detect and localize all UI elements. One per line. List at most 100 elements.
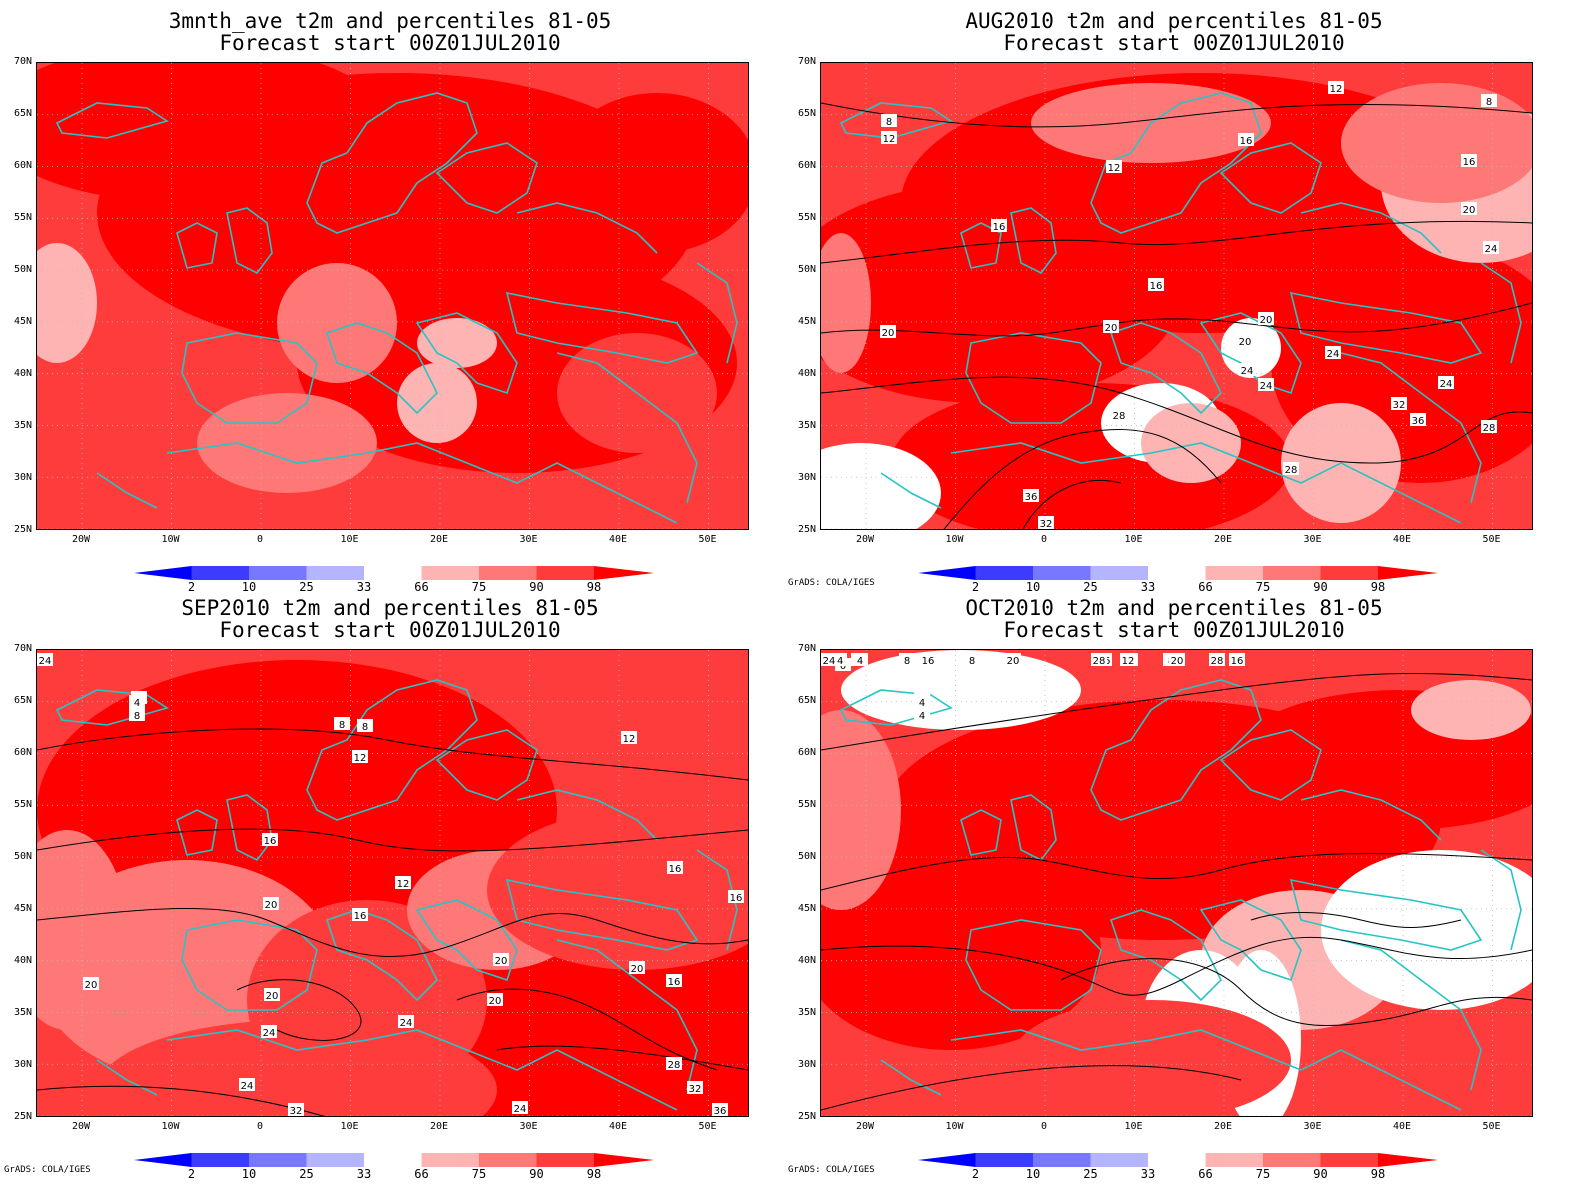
svg-text:16: 16 [730, 893, 743, 904]
lat-tick-label: 50N [797, 851, 816, 862]
panel-subtitle: Forecast start 00Z01JUL2010 [219, 31, 561, 55]
lon-tick-label: 0 [256, 534, 264, 545]
shaded-region [1341, 83, 1532, 203]
colorbar-swatches [918, 1153, 1438, 1167]
lat-tick-label: 55N [13, 212, 32, 223]
grads-credit: GrADS: COLA/IGES [788, 578, 875, 588]
shaded-region [397, 363, 477, 443]
contour-label: 8 [964, 653, 980, 667]
coastline [325, 322, 438, 415]
colorbar-swatches [918, 566, 1438, 580]
map-plot [36, 62, 749, 530]
svg-text:0: 0 [840, 661, 846, 672]
contour-line [37, 828, 748, 852]
colorbar: 2 10 25 33 66 75 90 98 [134, 566, 654, 594]
colorbar-label: 66 [1198, 1167, 1213, 1181]
contour-line [943, 429, 1222, 529]
svg-text:8: 8 [1486, 97, 1492, 108]
contour-label: 16 [1461, 154, 1477, 168]
coastline [505, 878, 699, 951]
svg-text:20: 20 [1239, 337, 1252, 348]
lat-tick-label: 45N [797, 316, 816, 327]
contour-line [456, 988, 718, 1071]
colorbar-swatches [134, 566, 654, 580]
colorbar-swatch [1090, 1153, 1148, 1167]
shaded-region [821, 443, 941, 529]
contour-label: 32 [288, 1103, 304, 1116]
contour-label: 28 [1481, 420, 1497, 434]
colorbar-label: 75 [1255, 1167, 1271, 1181]
svg-text:20: 20 [266, 991, 279, 1002]
lat-tick-label: 70N [13, 643, 32, 654]
coastline [1090, 92, 1262, 234]
svg-text:8: 8 [339, 720, 345, 731]
coastline [1480, 262, 1522, 364]
svg-text:24: 24 [514, 1104, 527, 1115]
panel-title: OCT2010 t2m and percentiles 81-05 [965, 596, 1383, 620]
lon-tick-label: 10E [1124, 1121, 1143, 1132]
colorbar-label: 2 [187, 1167, 196, 1181]
svg-text:20: 20 [1463, 205, 1476, 216]
colorbar: 2 10 25 33 66 75 90 98 [918, 1153, 1438, 1181]
colorbar-swatch [1148, 1153, 1206, 1167]
contour-label: 16 [1148, 278, 1164, 292]
svg-text:20: 20 [489, 996, 502, 1007]
colorbar-label: 98 [586, 580, 602, 594]
contour-label: 20 [493, 953, 509, 967]
lon-tick-label: 30E [519, 534, 538, 545]
svg-text:28: 28 [1093, 656, 1106, 667]
coastline [325, 909, 438, 1002]
contour-line [821, 376, 1532, 464]
map-canvas: 12 8 12 16 16 12 8 16 20 24 16 20 20 20 20 24 24 24 24 28 32… [821, 63, 1532, 529]
svg-text:16: 16 [264, 836, 277, 847]
coastline [1300, 789, 1442, 841]
colorbar-swatch [536, 1153, 594, 1167]
contour-label: 24 [512, 1101, 528, 1115]
lon-tick-label: 20E [1213, 1121, 1233, 1132]
coastline [435, 729, 538, 801]
svg-text:8: 8 [362, 722, 368, 733]
lon-tick-label: 10E [1124, 534, 1143, 545]
lat-tick-label: 30N [797, 1059, 816, 1070]
panel-title: AUG2010 t2m and percentiles 81-05 [965, 9, 1383, 33]
lat-tick-label: 40N [797, 955, 816, 966]
lat-tick-label: 60N [13, 160, 32, 171]
shaded-region [417, 318, 497, 368]
coastline [1300, 202, 1442, 254]
svg-text:28: 28 [1483, 423, 1496, 434]
shaded-region [821, 183, 1181, 403]
lon-tick-label: 10W [945, 1121, 964, 1132]
contour-label: 16 [920, 653, 936, 667]
grads-credit: GrADS: COLA/IGES [788, 1165, 875, 1175]
coastline [166, 1029, 678, 1111]
svg-text:24: 24 [39, 656, 52, 667]
colorbar-swatch [249, 1153, 307, 1167]
colorbar-arrow-high [594, 566, 654, 580]
lon-tick-label: 10E [340, 534, 359, 545]
contour-label: 8 [129, 708, 145, 722]
coastline [965, 919, 1102, 1011]
contour-label: 12 [881, 131, 897, 145]
lat-tick-label: 55N [797, 212, 816, 223]
contour-line [1250, 912, 1462, 928]
coastline [1219, 729, 1322, 801]
svg-text:28: 28 [668, 1060, 681, 1071]
colorbar-arrow-low [918, 566, 976, 580]
colorbar-label: 33 [356, 580, 372, 594]
coastline [55, 689, 169, 726]
coastline [880, 472, 942, 509]
svg-text:36: 36 [714, 1106, 727, 1116]
contour-label: 4 [914, 708, 930, 722]
coastline [965, 332, 1102, 424]
contour-label: 24 [1438, 376, 1454, 390]
coastline [516, 202, 658, 254]
map-panel-oct: OCT2010 t2m and percentiles 81-05 Foreca… [784, 587, 1564, 1181]
contour-line [821, 852, 1532, 891]
contour-label: 12 [1328, 81, 1344, 95]
lat-tick-label: 35N [797, 420, 816, 431]
contour-label: 20 [1169, 653, 1185, 667]
grads-credit: GrADS: COLA/IGES [4, 1165, 91, 1175]
lon-tick-label: 20W [855, 534, 875, 545]
colorbar-label: 90 [529, 580, 544, 594]
svg-text:28: 28 [1285, 465, 1298, 476]
